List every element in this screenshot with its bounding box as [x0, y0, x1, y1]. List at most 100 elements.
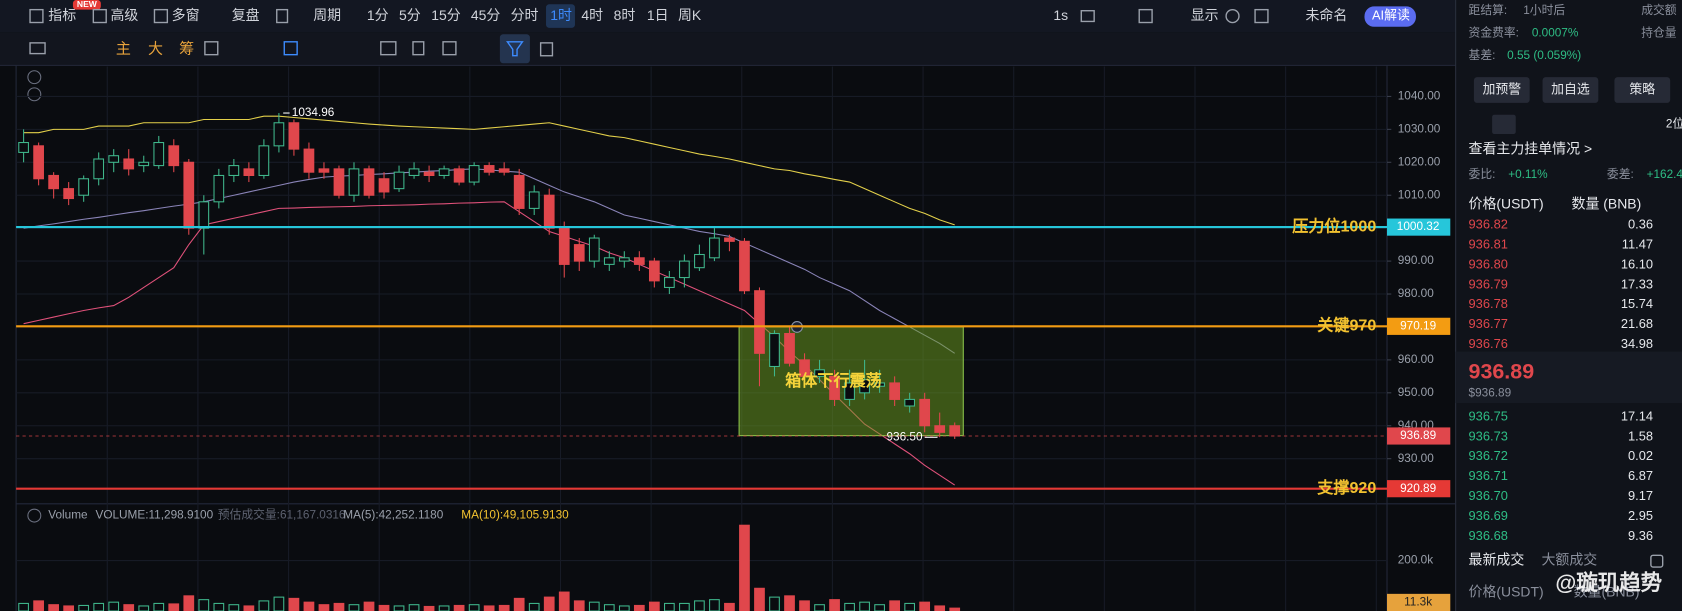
price-tag-text: 1000.32	[1397, 220, 1440, 233]
volume-bar	[78, 604, 90, 611]
icon	[283, 41, 298, 56]
candle-body	[348, 168, 360, 196]
y-tick-label: 1040.00	[1398, 90, 1441, 103]
box-label: 箱体下行震荡	[785, 371, 882, 390]
price-tag	[1387, 218, 1451, 236]
candle-body	[273, 122, 285, 147]
volume-bar	[934, 605, 946, 611]
volume-bar	[273, 596, 285, 611]
icon	[92, 8, 107, 24]
toolbar-item[interactable]: 45分	[471, 7, 501, 23]
book-price: 936.68	[1469, 528, 1508, 543]
icon	[29, 8, 44, 24]
candle-body	[363, 168, 375, 196]
icon	[1225, 8, 1240, 24]
book-price: 936.82	[1469, 216, 1508, 231]
toolbar-item[interactable]: 1时	[550, 7, 572, 23]
trade-tab[interactable]: 最新成交	[1469, 551, 1525, 567]
volume-legend: MA(5):42,252.1180	[343, 509, 443, 522]
collapse-icon[interactable]	[27, 508, 42, 523]
book-price: 936.78	[1469, 296, 1508, 311]
panel-button[interactable]: 加预警	[1482, 81, 1521, 96]
stat-label: 委比:	[1469, 168, 1496, 181]
panel-button[interactable]: 策略	[1629, 81, 1655, 96]
stat-label: 委差:	[1607, 167, 1634, 181]
toolbar-item[interactable]: 分时	[511, 7, 539, 23]
candle-body	[228, 165, 240, 177]
candle-body	[889, 382, 900, 400]
volume-bar	[829, 599, 840, 611]
toolbar-item[interactable]: 指标	[48, 7, 76, 23]
candle-body	[709, 237, 720, 259]
toolbar-item[interactable]: 1分	[367, 7, 389, 23]
level-label: 支撑920	[1316, 478, 1376, 497]
volume-bar	[393, 605, 405, 611]
toolbar-item[interactable]: 复盘	[232, 7, 260, 23]
toolbar-item[interactable]: 1日	[647, 7, 669, 23]
volume-bar	[333, 602, 345, 611]
last-price-band	[1455, 351, 1682, 404]
volume-bar	[198, 599, 210, 611]
candle-body	[558, 227, 570, 265]
candle-body	[33, 145, 44, 180]
volume-bar	[408, 604, 420, 611]
icon	[1138, 8, 1153, 24]
volume-bar	[603, 604, 615, 611]
toolbar-item[interactable]: AI解读	[1372, 7, 1410, 22]
volume-bar	[63, 605, 75, 611]
toolbar-item[interactable]: 高级	[110, 7, 138, 23]
toolbar-item[interactable]: 1s	[1053, 7, 1068, 23]
candle-body	[784, 333, 795, 364]
toolbar-item[interactable]: 多窗	[172, 7, 200, 23]
volume-bar	[543, 596, 555, 611]
toolbar-item[interactable]: 5分	[399, 7, 421, 23]
price-tag-text: 920.89	[1400, 482, 1436, 495]
candle-body	[648, 260, 660, 282]
collapse-icon[interactable]	[27, 70, 42, 85]
volume-bar	[258, 600, 270, 611]
indicator-tool[interactable]: 筹	[179, 40, 194, 57]
book-qty: 17.33	[1621, 276, 1653, 291]
indicator-tool[interactable]: 主	[116, 40, 131, 57]
toolbar-item[interactable]: 周K	[678, 7, 702, 23]
volume-bar	[528, 602, 540, 611]
toolbar-item[interactable]: 15分	[431, 7, 461, 23]
indicator-tool[interactable]: 大	[148, 40, 163, 57]
book-qty: 9.36	[1628, 528, 1653, 543]
toolbar-item[interactable]: 8时	[614, 7, 636, 23]
volume-legend: VOLUME:11,298.9100	[95, 509, 213, 522]
volume-bar	[363, 601, 375, 611]
trade-tab[interactable]: 大额成交	[1541, 551, 1597, 567]
y-tick-label: 930.00	[1398, 452, 1434, 465]
volume-bar	[573, 600, 585, 611]
book-qty: 1.58	[1628, 428, 1653, 443]
toolbar-item[interactable]: 周期	[313, 7, 341, 23]
toolbar-item[interactable]: 显示	[1191, 7, 1219, 23]
candle-body	[513, 174, 525, 209]
button-bg	[1614, 77, 1671, 103]
candle-body	[618, 257, 630, 262]
volume-bar	[213, 602, 225, 611]
volume-bar	[168, 603, 180, 611]
candle-body	[213, 174, 225, 203]
candle-body	[378, 178, 390, 193]
toolbar-item[interactable]: 未命名	[1305, 7, 1347, 23]
toolbar-item[interactable]: 4时	[581, 7, 603, 23]
y-tick-label: 960.00	[1398, 353, 1434, 366]
candle-body	[603, 257, 615, 265]
book-qty: 0.02	[1628, 448, 1653, 463]
volume-title: Volume	[48, 509, 88, 522]
stat-value: +0.11%	[1508, 168, 1548, 181]
icon	[1080, 10, 1095, 23]
price-tag	[1387, 317, 1451, 335]
candle-body	[318, 168, 330, 173]
last-price-usd: $936.89	[1469, 387, 1512, 400]
candle-body	[408, 168, 420, 177]
candle-body	[468, 165, 480, 183]
depth-link[interactable]: 查看主力挂单情况 >	[1469, 141, 1593, 157]
y-tick-label: 200.0k	[1398, 554, 1433, 567]
candle-body	[138, 161, 150, 167]
collapse-icon[interactable]	[27, 87, 42, 102]
panel-button[interactable]: 加自选	[1551, 81, 1590, 96]
last-price: 936.89	[1469, 360, 1535, 384]
